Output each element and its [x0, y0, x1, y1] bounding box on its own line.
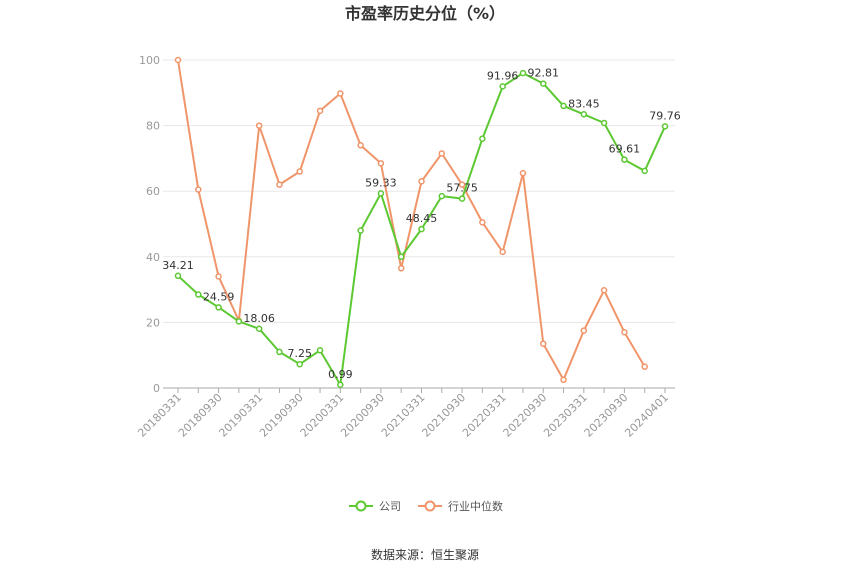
data-point: [600, 119, 608, 127]
data-point: [255, 325, 263, 333]
data-point: [438, 192, 446, 200]
data-point: [377, 160, 385, 167]
y-tick-label: 100: [139, 54, 160, 67]
legend-swatch-marker: [355, 500, 367, 512]
data-point: [377, 190, 385, 197]
data-point: [174, 56, 182, 64]
series-layer: 34.21 24.59 18.06 7.25 0.99 59.33 48.45 57.75 91…: [162, 56, 681, 389]
data-point: [580, 327, 588, 334]
data-label: 48.45: [406, 212, 438, 225]
chart-title: 市盈率历史分位（%）: [345, 4, 505, 23]
series-line: [177, 59, 646, 381]
data-point: [499, 83, 506, 90]
data-point: [215, 273, 222, 280]
y-tick-label: 40: [146, 251, 160, 264]
data-point: [316, 107, 324, 115]
data-point: [479, 219, 486, 226]
data-point: [255, 122, 263, 129]
legend-label: 行业中位数: [448, 499, 503, 513]
data-label: 0.99: [328, 368, 353, 381]
data-label: 18.06: [243, 312, 275, 325]
data-point: [560, 102, 567, 110]
x-tick-label: 20240401: [622, 391, 671, 440]
data-point: [357, 142, 364, 149]
data-point: [661, 123, 669, 130]
x-axis: 2018033120180930201903312019093020200331…: [135, 387, 675, 440]
data-label: 79.76: [649, 109, 681, 122]
series-industry-median: [174, 56, 648, 384]
data-point: [438, 150, 446, 157]
data-point: [641, 363, 648, 370]
data-label: 69.61: [609, 143, 641, 156]
y-tick-label: 60: [146, 185, 160, 198]
data-point: [174, 272, 182, 280]
data-label: 91.96: [487, 69, 519, 82]
data-point: [276, 181, 283, 188]
data-point: [418, 225, 425, 233]
data-point: [540, 340, 547, 347]
data-label: 59.33: [365, 176, 397, 189]
data-point: [337, 90, 344, 97]
legend-label: 公司: [379, 500, 401, 513]
data-point: [519, 69, 527, 77]
data-point: [195, 291, 202, 298]
data-label: 92.81: [528, 67, 560, 80]
data-label: 57.75: [446, 182, 478, 195]
legend[interactable]: 公司 行业中位数: [349, 499, 503, 513]
data-label: 83.45: [568, 97, 600, 110]
data-point: [458, 195, 466, 202]
source-note: 数据来源：恒生聚源: [371, 547, 479, 562]
legend-item-company[interactable]: 公司: [349, 500, 401, 513]
y-axis: 0 20 40 60 80 100: [139, 54, 160, 395]
data-label: 34.21: [162, 259, 194, 272]
data-point: [479, 135, 486, 142]
series-company: 34.21 24.59 18.06 7.25 0.99 59.33 48.45 57.75 91…: [162, 67, 681, 389]
y-tick-label: 80: [146, 120, 160, 133]
data-point: [296, 360, 303, 368]
data-point: [235, 318, 243, 325]
legend-swatch-marker: [424, 500, 436, 512]
data-point: [560, 376, 567, 384]
legend-item-industry-median[interactable]: 行业中位数: [418, 499, 503, 513]
data-label: 7.25: [288, 347, 313, 360]
data-point: [458, 181, 466, 188]
data-point: [621, 328, 628, 336]
data-point: [580, 111, 588, 118]
data-point: [621, 156, 628, 163]
data-point: [296, 168, 303, 175]
data-point: [215, 304, 222, 311]
data-point: [499, 248, 506, 256]
data-point: [195, 186, 202, 193]
data-point: [540, 80, 547, 87]
data-point: [641, 167, 648, 175]
y-tick-label: 0: [153, 382, 160, 395]
data-point: [397, 265, 405, 272]
data-point: [276, 348, 283, 356]
data-label: 24.59: [203, 290, 235, 303]
y-tick-label: 20: [146, 316, 160, 329]
data-point: [357, 227, 364, 234]
data-point: [418, 178, 425, 185]
data-point: [316, 347, 324, 354]
data-point: [519, 169, 527, 177]
data-point: [600, 287, 608, 294]
data-point: [337, 381, 344, 389]
data-point: [397, 253, 405, 261]
